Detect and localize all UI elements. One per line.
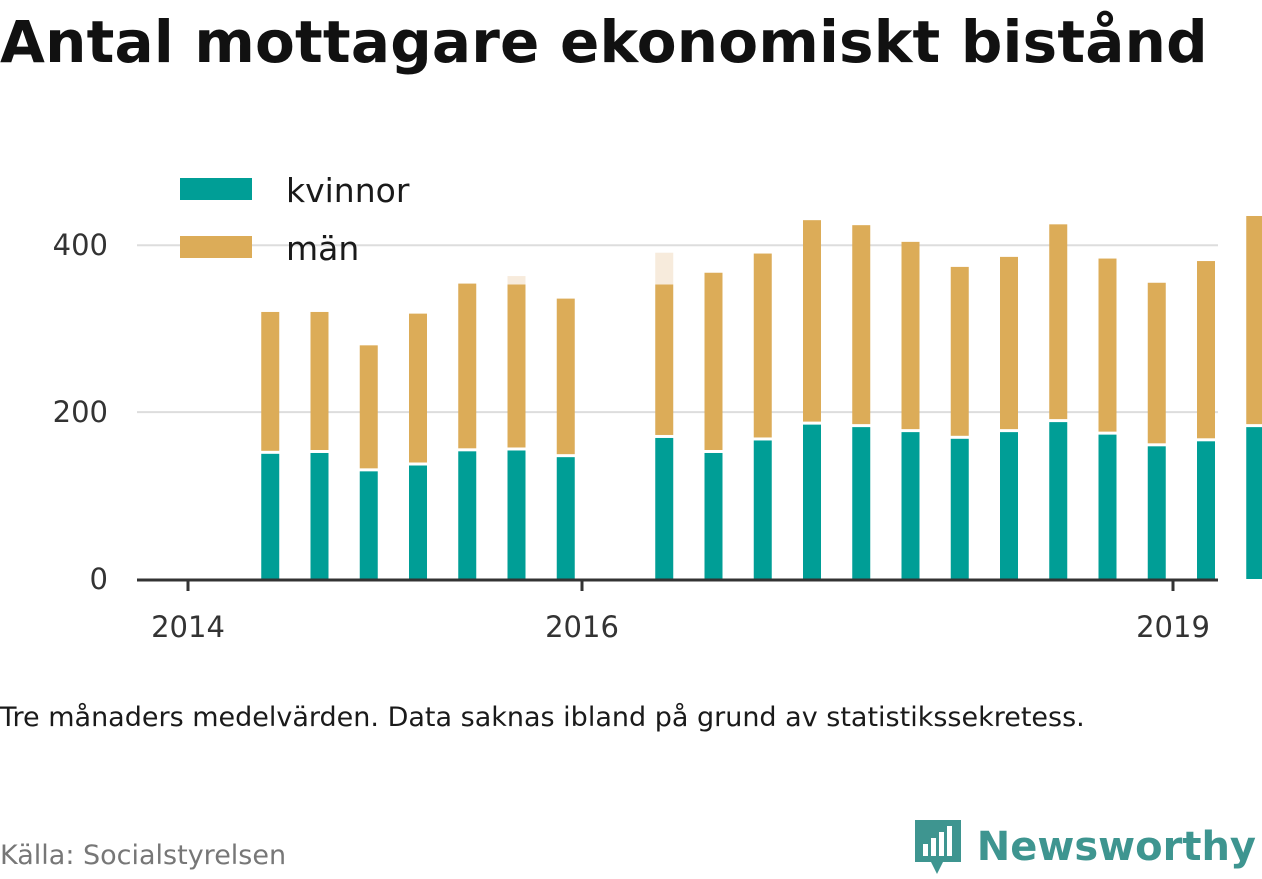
chart-title: Antal mottagare ekonomiskt bistånd: [0, 8, 1208, 76]
bar-man: [409, 313, 427, 463]
legend-label: män: [286, 229, 359, 268]
bar-man: [261, 311, 280, 451]
legend-swatch: [180, 178, 252, 200]
bar-kvinnor: [1049, 422, 1068, 579]
bar-man: [1000, 256, 1018, 430]
bar-kvinnor: [310, 452, 329, 579]
bar-kvinnor: [261, 453, 280, 579]
bar-kvinnor: [1147, 446, 1166, 579]
x-tick-label: 2019: [1136, 610, 1210, 644]
bar-man: [901, 241, 920, 430]
bar-man: [1098, 258, 1117, 432]
bar-man-faded: [655, 252, 674, 285]
bar-man: [753, 253, 772, 438]
bar-man: [1147, 282, 1166, 444]
bar-kvinnor: [409, 465, 427, 579]
y-tick-label: 200: [53, 395, 108, 429]
legend-swatch: [180, 236, 252, 258]
bar-man: [803, 220, 821, 422]
bar-kvinnor: [1246, 427, 1262, 579]
brand-logo: Newsworthy: [913, 818, 1256, 876]
bar-man: [1049, 224, 1068, 420]
bar-kvinnor: [852, 427, 871, 579]
bar-man: [507, 284, 526, 448]
bar-kvinnor: [1000, 432, 1018, 579]
bar-man: [1246, 215, 1262, 425]
bar-kvinnor: [950, 438, 969, 579]
bar-man: [950, 266, 969, 436]
bar-man: [704, 272, 723, 450]
bar-man: [655, 284, 674, 435]
source-label: Källa: Socialstyrelsen: [0, 840, 287, 871]
bar-kvinnor: [704, 452, 723, 579]
bar-man: [556, 298, 575, 455]
bar-kvinnor: [507, 450, 526, 579]
bar-kvinnor: [359, 471, 378, 579]
bar-kvinnor: [556, 457, 575, 579]
bar-man: [359, 345, 378, 469]
y-tick-label: 400: [53, 228, 108, 262]
bar-man: [458, 283, 477, 449]
bar-man: [1197, 261, 1215, 439]
bar-man: [852, 225, 871, 425]
y-tick-label: 0: [90, 562, 108, 596]
bar-kvinnor: [1098, 434, 1117, 579]
bar-kvinnor: [803, 424, 821, 579]
bar-kvinnor: [1197, 441, 1215, 579]
chart-note: Tre månaders medelvärden. Data saknas ib…: [0, 702, 1085, 733]
legend-label: kvinnor: [286, 171, 410, 210]
brand-name: Newsworthy: [976, 824, 1256, 870]
stacked-bar-chart: 020040020142016201920212023kvinnormän: [53, 171, 1262, 644]
bar-kvinnor: [655, 437, 674, 579]
x-tick-label: 2014: [151, 610, 225, 644]
newsworthy-logo-icon: [914, 820, 961, 874]
chart-area: 020040020142016201920212023kvinnormän: [0, 150, 1262, 670]
bar-kvinnor: [753, 440, 772, 579]
bar-man: [310, 311, 329, 450]
x-tick-label: 2016: [545, 610, 619, 644]
bar-man-faded: [507, 276, 526, 285]
bar-kvinnor: [901, 432, 920, 579]
bar-kvinnor: [458, 451, 477, 579]
